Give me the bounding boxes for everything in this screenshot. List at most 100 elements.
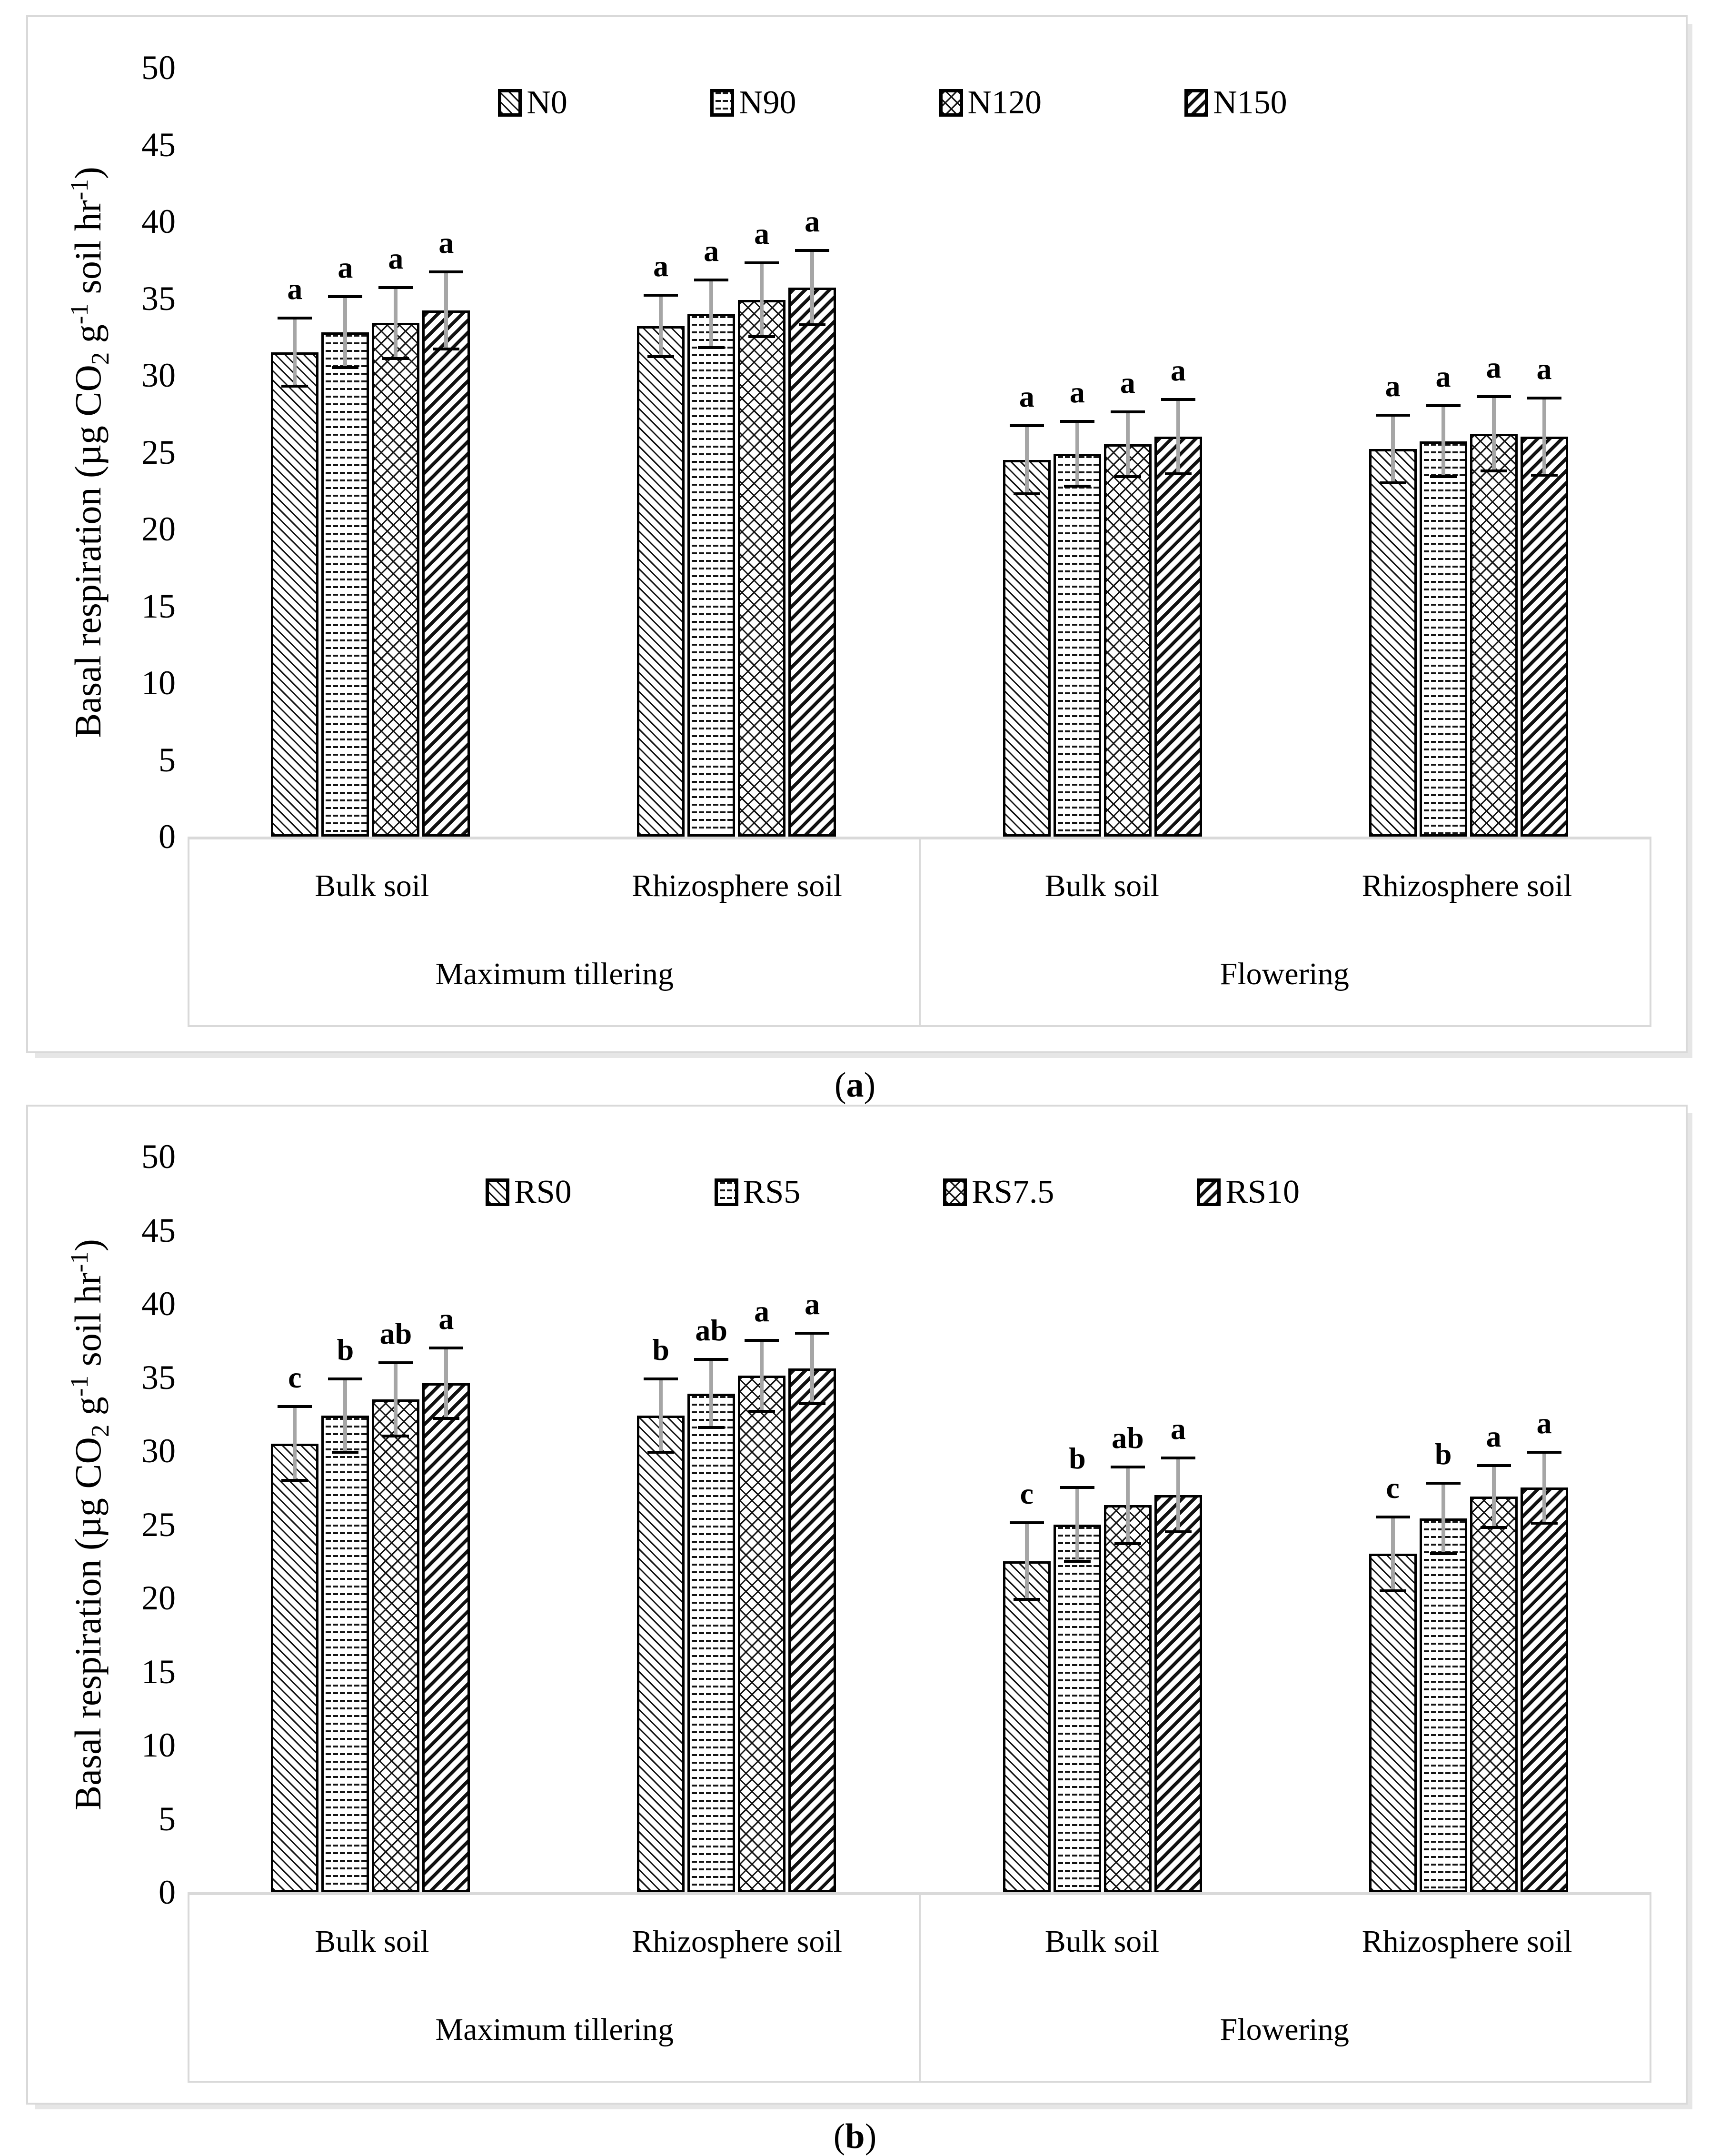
diamond-crosshatch-swatch-icon: [939, 89, 963, 117]
legend-item-N150: N150: [1184, 84, 1287, 122]
error-bar-stem: [659, 1377, 663, 1454]
error-bar-top-cap: [1009, 424, 1044, 428]
error-bar-bottom-cap: [1430, 475, 1457, 479]
error-bar: [1476, 395, 1511, 472]
error-bar-top-cap: [1527, 1451, 1561, 1454]
error-bar-stem: [343, 1377, 348, 1454]
error-bar-bottom-cap: [1164, 1530, 1192, 1534]
soil-label: Bulk soil: [315, 868, 429, 903]
error-bar-bottom-cap: [1114, 1542, 1141, 1545]
y-tick-label: 50: [141, 49, 176, 87]
bar-RS0: [1003, 1561, 1051, 1892]
error-bar-stem: [1542, 1451, 1546, 1525]
error-bar-top-cap: [278, 1405, 312, 1408]
error-bar-top-cap: [1527, 397, 1561, 400]
error-bar: [429, 270, 464, 351]
error-bar-bottom-cap: [748, 335, 775, 339]
significance-letter: a: [1385, 369, 1401, 403]
error-bar-top-cap: [378, 286, 413, 289]
error-bar-top-cap: [328, 1377, 363, 1380]
bar-RS7.5: [738, 1376, 786, 1892]
error-bar-top-cap: [745, 1339, 779, 1342]
error-bar-bottom-cap: [332, 366, 359, 369]
legend-label: RS7.5: [972, 1174, 1054, 1210]
error-bar-stem: [709, 1358, 714, 1429]
error-bar: [745, 1339, 779, 1413]
legend-label: N90: [738, 84, 796, 121]
significance-letter: a: [1120, 366, 1135, 400]
legend-item-N120: N120: [939, 84, 1042, 122]
soil-label: Rhizosphere soil: [632, 868, 842, 903]
error-bar-bottom-cap: [647, 355, 675, 359]
error-bar: [795, 249, 830, 326]
error-bar-stem: [1024, 1521, 1029, 1601]
error-bar-top-cap: [378, 1361, 413, 1364]
error-bar-bottom-cap: [1064, 1559, 1091, 1563]
legend-label: N0: [527, 84, 567, 121]
error-bar-bottom-cap: [799, 323, 826, 326]
diagonal-up-bold-swatch-icon: [1197, 1178, 1221, 1206]
error-bar-stem: [709, 278, 714, 349]
error-bar-bottom-cap: [433, 348, 460, 351]
error-bar-stem: [810, 1331, 815, 1406]
significance-letter: ab: [1112, 1420, 1144, 1455]
error-bar-top-cap: [328, 295, 363, 299]
error-bar: [1375, 413, 1410, 485]
error-bar-top-cap: [1060, 1486, 1094, 1489]
bar-N90: [1419, 441, 1467, 837]
y-tick-label: 45: [141, 125, 176, 164]
error-bar-bottom-cap: [1013, 492, 1040, 495]
significance-letter: b: [337, 1332, 354, 1367]
y-tick-label: 15: [141, 1652, 176, 1691]
y-tick-label: 5: [159, 740, 176, 779]
error-bar-bottom-cap: [433, 1417, 460, 1420]
bar-N0: [1369, 449, 1417, 837]
significance-letter: a: [1536, 1406, 1552, 1440]
diagonal-up-bold-swatch-icon: [1184, 89, 1209, 117]
error-bar: [1060, 419, 1094, 488]
error-bar: [1009, 1521, 1044, 1601]
error-bar-stem: [293, 317, 297, 388]
error-bar: [694, 1358, 729, 1429]
error-bar: [278, 1405, 312, 1482]
chart-panel-a: N0 N90 N120 N150 0 5 10 15 20 25 30 35 40 45 50 Basal r…: [26, 15, 1688, 1053]
soil-label: Rhizosphere soil: [1362, 1924, 1572, 1959]
bar-RS10: [1154, 1495, 1202, 1892]
legend-item-RS10: RS10: [1197, 1173, 1300, 1211]
error-bar-bottom-cap: [281, 1478, 308, 1482]
y-tick-label: 5: [159, 1799, 176, 1838]
bar-N120: [1470, 433, 1518, 837]
error-bar-stem: [1391, 413, 1395, 485]
significance-letter: a: [1435, 359, 1451, 394]
legend-label: RS5: [743, 1174, 801, 1210]
error-bar: [278, 317, 312, 388]
significance-letter: a: [754, 216, 770, 250]
error-bar-bottom-cap: [1531, 474, 1558, 477]
error-bar-top-cap: [1110, 1465, 1145, 1468]
y-axis-title: Basal respiration (µg CO2 g-1 soil hr-1): [66, 1239, 114, 1810]
error-bar-stem: [394, 286, 398, 360]
significance-letter: c: [288, 1360, 302, 1395]
error-bar-top-cap: [644, 293, 678, 297]
legend: RS0 RS5 RS7.5 RS10: [99, 1173, 1686, 1211]
plot-area: c b ab a b ab a a c b ab a c b a a: [188, 1107, 1651, 1892]
error-bar-top-cap: [429, 270, 464, 274]
legend-item-N90: N90: [710, 84, 796, 122]
panel-caption-b: (b): [833, 2117, 877, 2156]
error-bar-bottom-cap: [1164, 472, 1192, 475]
significance-letter: ab: [379, 1316, 412, 1350]
y-tick-label: 15: [141, 587, 176, 625]
y-tick-label: 25: [141, 1505, 176, 1544]
error-bar-top-cap: [1476, 1464, 1511, 1467]
y-tick-label: 40: [141, 202, 176, 240]
diamond-crosshatch-swatch-icon: [943, 1178, 967, 1206]
significance-letter: b: [1069, 1441, 1086, 1476]
bar-N150: [1520, 437, 1568, 837]
error-bar-stem: [659, 293, 663, 359]
significance-letter: a: [805, 204, 820, 239]
error-bar-bottom-cap: [382, 1435, 409, 1438]
stage-divider-line: [918, 839, 921, 1025]
error-bar-stem: [293, 1405, 297, 1482]
error-bar: [378, 286, 413, 360]
